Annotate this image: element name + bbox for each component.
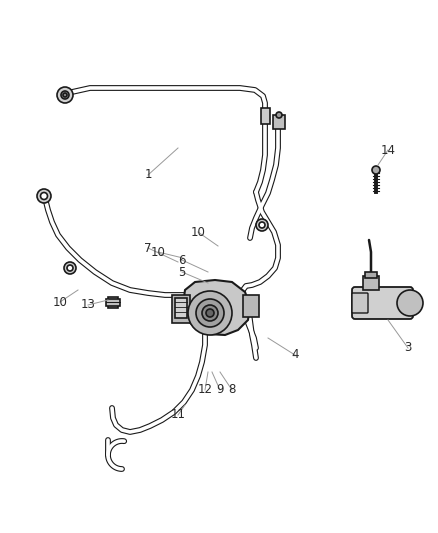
Text: 10: 10 xyxy=(150,246,165,259)
Bar xyxy=(108,297,118,308)
Text: 13: 13 xyxy=(81,298,95,311)
Circle shape xyxy=(396,290,422,316)
Text: 5: 5 xyxy=(178,265,185,279)
Bar xyxy=(272,115,284,129)
FancyBboxPatch shape xyxy=(351,293,367,313)
Circle shape xyxy=(258,222,265,228)
Circle shape xyxy=(37,189,51,203)
Bar xyxy=(243,295,258,317)
Text: 11: 11 xyxy=(170,408,185,422)
Text: 10: 10 xyxy=(53,295,67,309)
Text: 1: 1 xyxy=(144,168,152,182)
Text: 8: 8 xyxy=(228,384,235,397)
Text: 4: 4 xyxy=(290,349,298,361)
Bar xyxy=(106,299,120,306)
Circle shape xyxy=(57,87,73,103)
FancyBboxPatch shape xyxy=(351,287,412,319)
Text: 3: 3 xyxy=(403,342,411,354)
Circle shape xyxy=(276,112,281,118)
Bar xyxy=(364,272,376,278)
Bar xyxy=(172,295,190,323)
Polygon shape xyxy=(183,280,249,335)
Circle shape xyxy=(201,305,218,321)
Text: 12: 12 xyxy=(197,384,212,397)
Bar xyxy=(362,276,378,290)
Circle shape xyxy=(64,262,76,274)
Text: 10: 10 xyxy=(190,225,205,238)
Circle shape xyxy=(67,265,73,271)
Text: 6: 6 xyxy=(178,254,185,266)
Bar xyxy=(352,294,366,312)
Bar xyxy=(261,108,269,124)
Circle shape xyxy=(61,91,69,99)
Circle shape xyxy=(63,93,67,97)
Circle shape xyxy=(187,291,231,335)
Text: 7: 7 xyxy=(144,241,152,254)
Text: 9: 9 xyxy=(216,384,223,397)
Circle shape xyxy=(195,299,223,327)
Circle shape xyxy=(255,219,267,231)
Bar xyxy=(175,298,187,318)
Circle shape xyxy=(205,309,213,317)
Circle shape xyxy=(40,192,47,199)
Text: 14: 14 xyxy=(380,143,395,157)
Circle shape xyxy=(371,166,379,174)
